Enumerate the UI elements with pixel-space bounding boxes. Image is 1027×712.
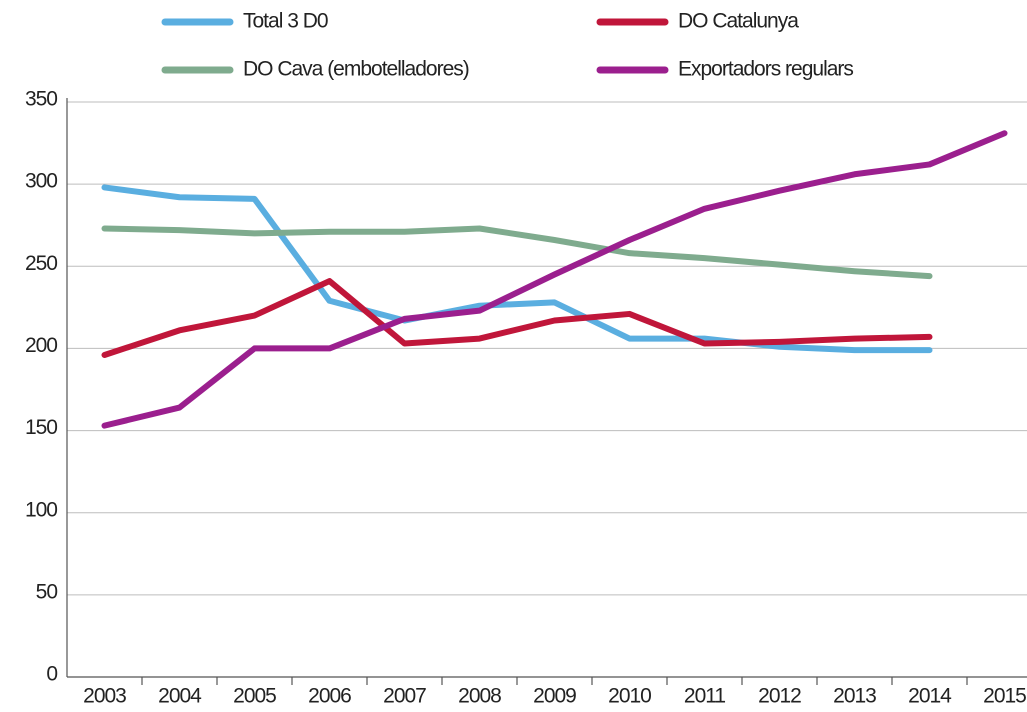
- x-tick-label: 2009: [533, 685, 576, 708]
- y-tick-label: 100: [25, 498, 57, 521]
- x-tick-label: 2011: [684, 685, 725, 708]
- x-tick-label: 2015: [983, 685, 1026, 708]
- y-tick-label: 0: [46, 663, 57, 686]
- series-line: [101, 278, 933, 358]
- x-tick-label: 2008: [458, 685, 501, 708]
- y-tick-label: 50: [36, 580, 58, 603]
- series-line: [101, 225, 933, 280]
- legend-label: Total 3 D0: [243, 10, 328, 33]
- legend-label: Exportadors regulars: [678, 58, 853, 81]
- x-tick-label: 2012: [758, 685, 801, 708]
- legend-label: DO Catalunya: [678, 10, 799, 33]
- series-line: [101, 130, 1008, 429]
- x-tick-label: 2006: [308, 685, 351, 708]
- y-tick-label: 300: [25, 170, 57, 193]
- y-tick-label: 350: [25, 88, 57, 111]
- y-tick-label: 150: [25, 416, 57, 439]
- x-tick-label: 2003: [83, 685, 126, 708]
- x-tick-label: 2010: [608, 685, 651, 708]
- x-tick-label: 2005: [233, 685, 276, 708]
- x-tick-label: 2004: [158, 685, 202, 708]
- x-tick-label: 2013: [833, 685, 876, 708]
- y-tick-label: 200: [25, 334, 57, 357]
- y-tick-label: 250: [25, 252, 57, 275]
- x-tick-label: 2014: [908, 685, 952, 708]
- series-line: [101, 184, 933, 354]
- legend-label: DO Cava (embotelladores): [243, 58, 469, 81]
- x-tick-label: 2007: [383, 685, 426, 708]
